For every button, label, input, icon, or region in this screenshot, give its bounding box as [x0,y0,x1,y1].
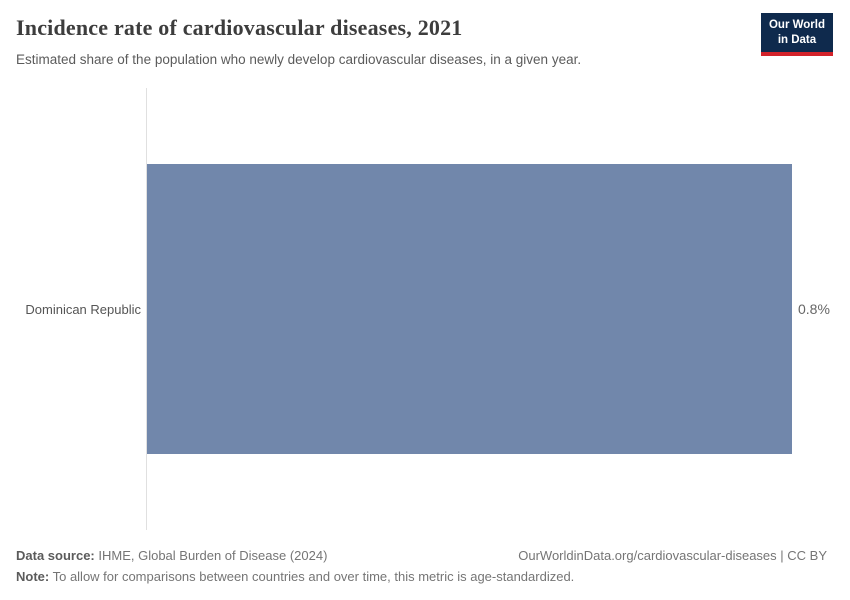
y-axis-line [146,88,147,530]
bar-value-label: 0.8% [798,301,830,317]
footer-note-row: Note: To allow for comparisons between c… [16,569,827,584]
owid-logo-line2: in Data [777,33,817,46]
attribution-link[interactable]: OurWorldinData.org/cardiovascular-diseas… [518,548,827,563]
owid-logo: Our World in Data [760,13,833,56]
data-source-label: Data source: [16,548,95,563]
chart-subtitle: Estimated share of the population who ne… [16,52,582,67]
bar [147,164,792,454]
note-label: Note: [16,569,50,584]
page-title: Incidence rate of cardiovascular disease… [16,15,463,40]
entity-label: Dominican Republic [25,302,141,317]
owid-logo-line1: Our World [768,19,825,31]
data-source-text: Data source: IHME, Global Burden of Dise… [16,548,327,563]
data-source-value: IHME, Global Burden of Disease (2024) [94,548,328,563]
footer-sources-row: Data source: IHME, Global Burden of Dise… [16,548,827,563]
note-value: To allow for comparisons between countri… [49,569,575,584]
